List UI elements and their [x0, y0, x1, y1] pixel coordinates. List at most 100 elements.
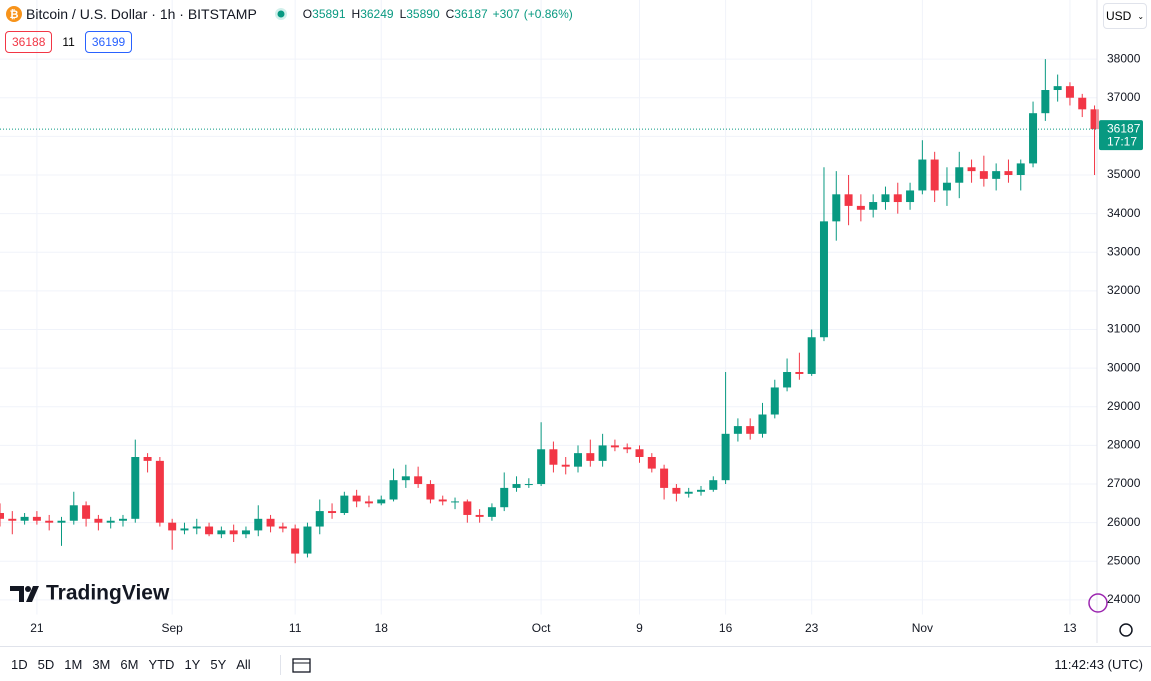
currency-button[interactable]: USD ⌄	[1103, 3, 1147, 29]
range-button[interactable]: All	[236, 657, 251, 672]
candle-body	[733, 426, 742, 434]
candle-body	[623, 447, 632, 450]
candle-body	[451, 501, 460, 503]
candle-body	[1041, 90, 1050, 114]
candle-body	[426, 484, 435, 500]
x-tick-label: Sep	[161, 621, 183, 635]
y-tick-label: 30000	[1107, 360, 1141, 374]
candle-body	[1090, 109, 1099, 130]
candle-body	[942, 182, 951, 191]
ohlc-value: 35891	[312, 7, 346, 21]
candle-body	[8, 518, 17, 521]
x-tick-label: 18	[375, 621, 389, 635]
candle-body	[438, 499, 447, 502]
candle-body	[143, 457, 152, 461]
candle-body	[278, 526, 287, 529]
x-tick-label: 11	[289, 621, 302, 635]
ohlc-value: 36187	[454, 7, 488, 21]
date-range-icon[interactable]	[291, 656, 313, 674]
symbol-title[interactable]: Bitcoin / U.S. Dollar · 1h · BITSTAMP	[26, 6, 257, 22]
candle-body	[364, 501, 373, 504]
x-tick-label: 23	[805, 621, 819, 635]
x-tick-label: 21	[30, 621, 44, 635]
x-tick-label: Nov	[912, 621, 933, 635]
y-tick-label: 28000	[1107, 438, 1141, 452]
range-button[interactable]: 5Y	[210, 657, 227, 672]
change-pct: (+0.86%)	[523, 7, 573, 21]
y-tick-label: 33000	[1107, 244, 1141, 258]
candle-body	[57, 520, 66, 523]
y-tick-label: 34000	[1107, 206, 1141, 220]
candle-body	[315, 511, 324, 527]
candle-body	[955, 167, 964, 183]
candle-body	[1053, 86, 1062, 91]
y-tick-label: 32000	[1107, 283, 1141, 297]
range-button[interactable]: 5D	[37, 657, 55, 672]
candle-body	[205, 526, 214, 535]
sell-button[interactable]: 36188	[5, 31, 53, 53]
spread: 11	[62, 35, 75, 49]
status-dot	[274, 8, 287, 20]
candle-body	[377, 499, 386, 504]
range-button[interactable]: 1D	[11, 657, 28, 672]
candle-body	[32, 516, 41, 521]
candle-body	[586, 453, 595, 461]
y-tick-label: 37000	[1107, 90, 1141, 104]
candle-body	[328, 511, 337, 514]
candle-body	[401, 476, 410, 481]
range-button[interactable]: 1M	[64, 657, 83, 672]
candle-body	[180, 528, 189, 531]
candle-body	[1004, 171, 1013, 175]
candle-body	[131, 457, 140, 519]
bottom-toolbar: 1D 5D 1M 3M 6M YTD 1Y 5Y All 11:42:43 (UTC)	[0, 646, 1151, 681]
ohlc-value: 36249	[360, 7, 394, 21]
candle-body	[254, 518, 263, 531]
candle-body	[758, 414, 767, 434]
candle-body	[352, 495, 361, 502]
candle-body	[1078, 97, 1087, 110]
settings-icon[interactable]	[1119, 623, 1133, 637]
candle-body	[82, 505, 91, 519]
candle-body	[684, 491, 693, 494]
x-tick-label: Oct	[532, 621, 551, 635]
range-button[interactable]: 3M	[92, 657, 111, 672]
candle-body	[819, 221, 828, 338]
trade-boxes: 36188 11 36199	[5, 31, 133, 53]
candle-body	[893, 194, 902, 203]
candle-body	[992, 171, 1001, 179]
candle-body	[217, 530, 226, 535]
candle-body	[69, 505, 78, 521]
candle-body	[389, 480, 398, 500]
range-button[interactable]: 1Y	[184, 657, 201, 672]
range-button[interactable]: 6M	[120, 657, 139, 672]
candle-body	[856, 205, 865, 210]
candle-body	[1065, 86, 1074, 98]
candle-body	[20, 516, 29, 521]
candle-body	[241, 530, 250, 535]
candle-body	[783, 372, 792, 388]
ohlc-label: L	[399, 7, 407, 21]
alert-icon[interactable]	[1088, 593, 1108, 613]
candle-body	[524, 484, 533, 486]
candle-body	[512, 484, 521, 488]
candle-body	[500, 487, 509, 508]
range-button[interactable]: YTD	[148, 657, 175, 672]
candle-body	[574, 453, 583, 467]
candle-body	[118, 518, 127, 521]
y-tick-label: 38000	[1107, 51, 1141, 65]
candle-body	[660, 468, 669, 488]
y-tick-label: 27000	[1107, 476, 1141, 490]
logo-text: TradingView	[46, 582, 170, 605]
candle-body	[106, 520, 115, 523]
candle-body	[291, 528, 300, 554]
change: +307	[492, 7, 520, 21]
candle-body	[45, 520, 54, 523]
candle-body	[967, 167, 976, 172]
currency: USD	[1105, 9, 1132, 23]
candle-body	[487, 507, 496, 517]
buy-button[interactable]: 36199	[84, 31, 133, 53]
candle-body	[537, 449, 546, 485]
candle-body	[549, 449, 558, 465]
